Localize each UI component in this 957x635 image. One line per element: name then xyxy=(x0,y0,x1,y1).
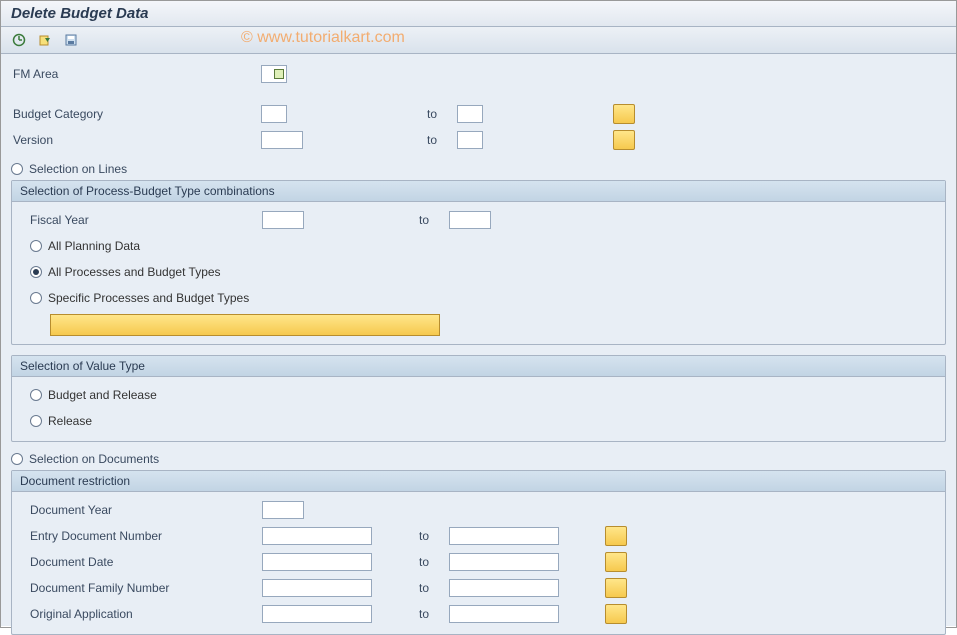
group-value-title: Selection of Value Type xyxy=(12,356,945,377)
doc-row-from[interactable] xyxy=(262,527,372,545)
group-document-restriction: Document restriction Document Year Entry … xyxy=(11,470,946,635)
version-from[interactable] xyxy=(261,131,303,149)
toolbar: © www.tutorialkart.com xyxy=(1,27,956,54)
doc-row: Document Date to xyxy=(20,550,937,574)
selection-on-lines-label: Selection on Lines xyxy=(29,162,127,176)
to-label: to xyxy=(419,581,449,595)
opt-budget-and-release[interactable]: Budget and Release xyxy=(20,383,937,407)
group-docs-title: Document restriction xyxy=(12,471,945,492)
doc-row-multisel-button[interactable] xyxy=(605,604,627,624)
opt-all-processes-label: All Processes and Budget Types xyxy=(48,265,221,279)
doc-row-from[interactable] xyxy=(262,501,304,519)
fiscal-year-from[interactable] xyxy=(262,211,304,229)
doc-row: Document Family Number to xyxy=(20,576,937,600)
doc-row-label: Document Year xyxy=(20,503,262,517)
radio-icon xyxy=(11,453,23,465)
selection-on-documents-label: Selection on Documents xyxy=(29,452,159,466)
opt-specific[interactable]: Specific Processes and Budget Types xyxy=(20,286,937,310)
doc-row-to[interactable] xyxy=(449,605,559,623)
selection-on-documents-radio[interactable]: Selection on Documents xyxy=(11,452,946,466)
doc-row-from[interactable] xyxy=(262,605,372,623)
opt-all-planning-label: All Planning Data xyxy=(48,239,140,253)
fm-area-label: FM Area xyxy=(11,67,261,81)
opt-all-processes[interactable]: All Processes and Budget Types xyxy=(20,260,937,284)
version-multisel-button[interactable] xyxy=(613,130,635,150)
doc-row-from[interactable] xyxy=(262,579,372,597)
doc-row-multisel-button[interactable] xyxy=(605,526,627,546)
opt-release-label: Release xyxy=(48,414,92,428)
watermark: © www.tutorialkart.com xyxy=(241,29,405,47)
doc-row-label: Document Family Number xyxy=(20,581,262,595)
doc-row-label: Document Date xyxy=(20,555,262,569)
budget-category-to[interactable] xyxy=(457,105,483,123)
to-label: to xyxy=(419,529,449,543)
fiscal-year-label: Fiscal Year xyxy=(20,213,262,227)
doc-row-multisel-button[interactable] xyxy=(605,578,627,598)
doc-row-label: Entry Document Number xyxy=(20,529,262,543)
budget-category-multisel-button[interactable] xyxy=(613,104,635,124)
budget-category-label: Budget Category xyxy=(11,107,261,121)
group-process-title: Selection of Process-Budget Type combina… xyxy=(12,181,945,202)
radio-icon xyxy=(11,163,23,175)
doc-row: Entry Document Number to xyxy=(20,524,937,548)
specific-process-selector-button[interactable] xyxy=(50,314,440,336)
opt-release[interactable]: Release xyxy=(20,409,937,433)
version-to[interactable] xyxy=(457,131,483,149)
fm-area-input[interactable] xyxy=(261,65,287,83)
execute-icon[interactable] xyxy=(9,30,29,50)
doc-row-multisel-button[interactable] xyxy=(605,552,627,572)
group-process-budget: Selection of Process-Budget Type combina… xyxy=(11,180,946,345)
radio-icon xyxy=(30,389,42,401)
doc-row-from[interactable] xyxy=(262,553,372,571)
doc-row-to[interactable] xyxy=(449,553,559,571)
group-value-type: Selection of Value Type Budget and Relea… xyxy=(11,355,946,442)
window-title: Delete Budget Data xyxy=(1,1,956,27)
opt-specific-label: Specific Processes and Budget Types xyxy=(48,291,249,305)
radio-icon xyxy=(30,292,42,304)
radio-icon xyxy=(30,415,42,427)
doc-row: Original Application to xyxy=(20,602,937,626)
get-variant-icon[interactable] xyxy=(35,30,55,50)
radio-icon xyxy=(30,266,42,278)
budget-category-from[interactable] xyxy=(261,105,287,123)
opt-all-planning[interactable]: All Planning Data xyxy=(20,234,937,258)
doc-row-label: Original Application xyxy=(20,607,262,621)
to-label: to xyxy=(427,133,457,147)
form-body: FM Area Budget Category to Version to Se… xyxy=(1,54,956,626)
version-label: Version xyxy=(11,133,261,147)
doc-row-to[interactable] xyxy=(449,579,559,597)
to-label: to xyxy=(419,213,449,227)
doc-row-to[interactable] xyxy=(449,527,559,545)
radio-icon xyxy=(30,240,42,252)
to-label: to xyxy=(419,555,449,569)
save-variant-icon[interactable] xyxy=(61,30,81,50)
opt-budget-release-label: Budget and Release xyxy=(48,388,157,402)
selection-on-lines-radio[interactable]: Selection on Lines xyxy=(11,162,946,176)
to-label: to xyxy=(419,607,449,621)
fiscal-year-to[interactable] xyxy=(449,211,491,229)
doc-row: Document Year xyxy=(20,498,937,522)
to-label: to xyxy=(427,107,457,121)
